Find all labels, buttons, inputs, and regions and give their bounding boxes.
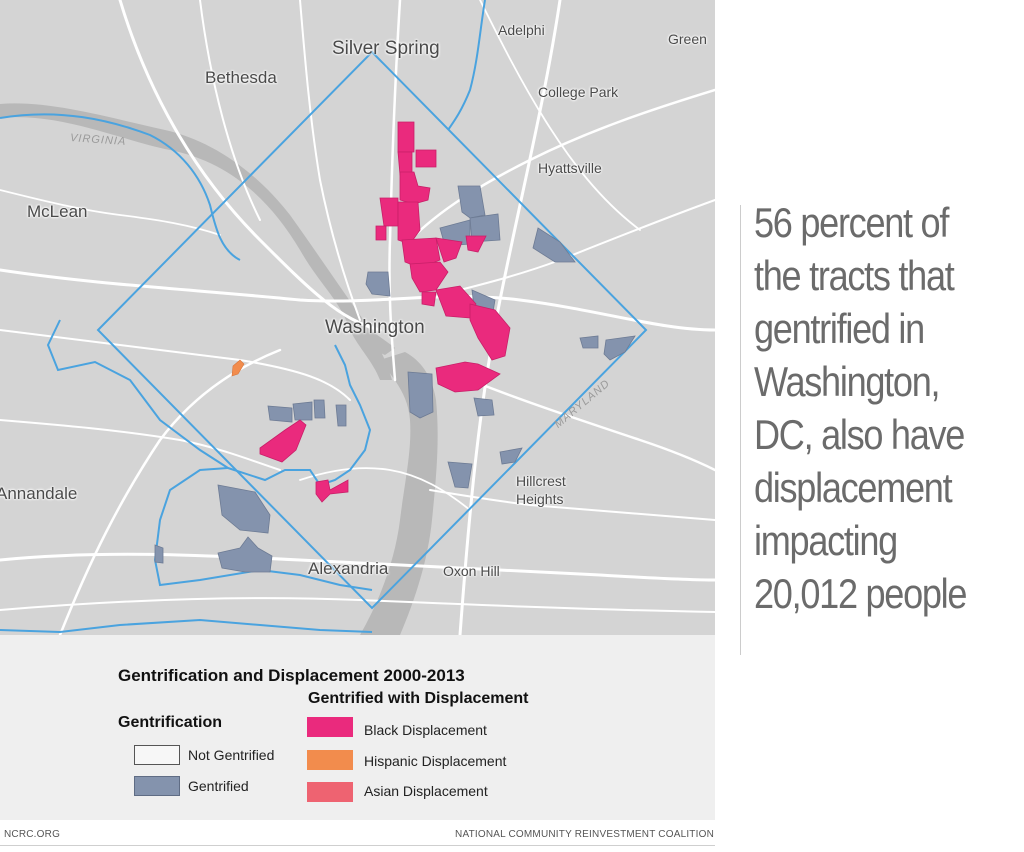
swatch-not-gentrified (134, 745, 180, 765)
swatch-asian-displacement (307, 782, 353, 802)
road-layer (0, 0, 715, 635)
legend-panel: Gentrification and Displacement 2000-201… (0, 635, 715, 820)
label-alexandria: Alexandria (308, 559, 389, 578)
label-silver-spring: Silver Spring (332, 38, 440, 59)
label-greenbelt: Green (668, 31, 707, 47)
callout-divider (740, 205, 741, 655)
label-washington: Washington (325, 317, 425, 338)
footer-organization: NATIONAL COMMUNITY REINVESTMENT COALITIO… (455, 829, 714, 840)
swatch-gentrified (134, 776, 180, 796)
county-boundary-southwest (0, 618, 373, 634)
footer-site: NCRC.ORG (4, 829, 61, 840)
basemap (0, 0, 715, 635)
river-layer (0, 103, 438, 635)
legend-item-gentrified: Gentrified (188, 778, 249, 794)
callout-statistic: 56 percent of the tracts that gentrified… (754, 199, 968, 617)
label-oxon-hill: Oxon Hill (443, 563, 500, 579)
label-mclean: McLean (27, 202, 88, 221)
legend-item-hispanic-displacement: Hispanic Displacement (364, 753, 507, 769)
legend-item-not-gentrified: Not Gentrified (188, 747, 275, 763)
gentrified-tracts (154, 185, 636, 573)
legend-title: Gentrification and Displacement 2000-201… (118, 666, 465, 685)
swatch-black-displacement (307, 717, 353, 737)
black-displacement-tracts (259, 121, 511, 503)
label-hillcrest: Hillcrest (516, 473, 566, 489)
label-hyattsville: Hyattsville (538, 160, 602, 176)
dc-boundary (96, 50, 648, 610)
swatch-hispanic-displacement (307, 750, 353, 770)
label-heights: Heights (516, 491, 564, 507)
label-college-park: College Park (538, 84, 619, 100)
label-annandale: Annandale (0, 484, 78, 503)
hispanic-displacement-tracts (231, 359, 245, 377)
map-panel[interactable]: Silver Spring Adelphi Green Bethesda Col… (0, 0, 715, 635)
legend-heading-gentrification: Gentrification (118, 714, 223, 731)
legend-item-asian-displacement: Asian Displacement (364, 783, 488, 799)
label-bethesda: Bethesda (205, 68, 277, 87)
legend-heading-displacement: Gentrified with Displacement (308, 690, 529, 707)
boundary-layer (0, 0, 648, 634)
legend-item-black-displacement: Black Displacement (364, 722, 487, 738)
county-boundary-north (0, 0, 486, 261)
footer-divider (0, 845, 715, 846)
label-adelphi: Adelphi (498, 22, 545, 38)
